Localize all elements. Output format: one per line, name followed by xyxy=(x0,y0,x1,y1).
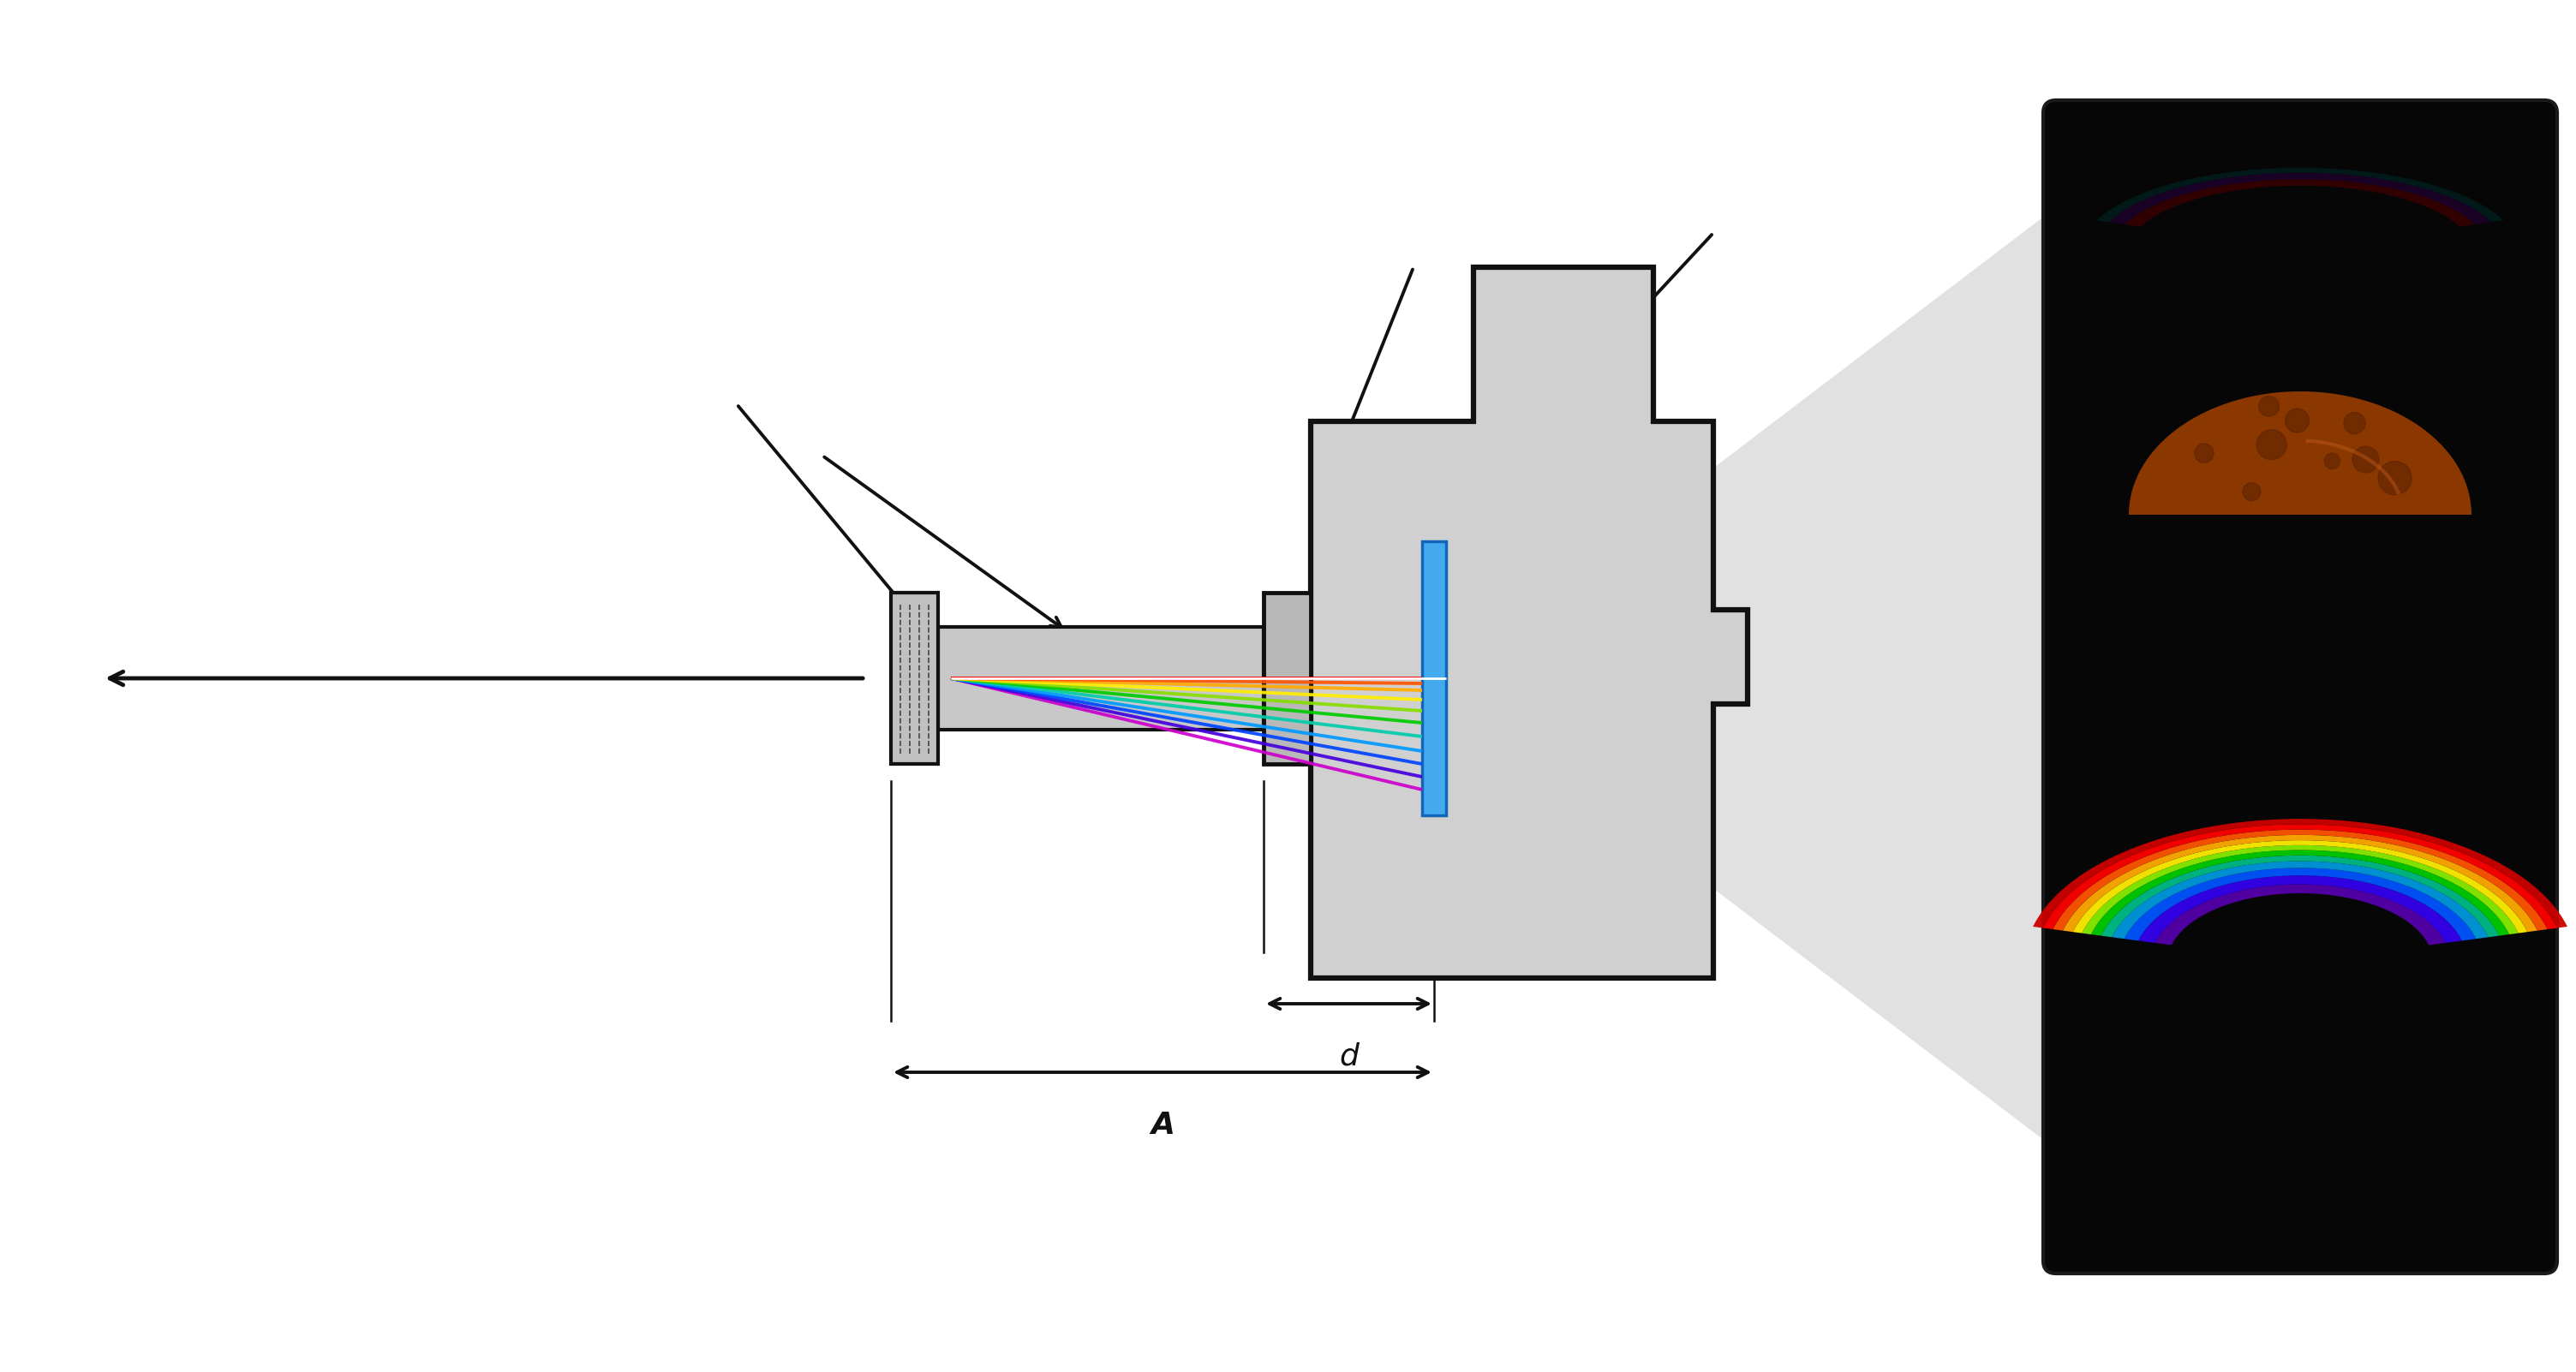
Polygon shape xyxy=(1445,207,2056,1150)
Bar xyxy=(1422,542,1445,815)
Circle shape xyxy=(2244,483,2262,501)
Text: A: A xyxy=(1151,1111,1175,1140)
Polygon shape xyxy=(2063,836,2537,932)
Polygon shape xyxy=(2110,173,2491,225)
Polygon shape xyxy=(2043,825,2558,929)
Polygon shape xyxy=(1265,593,1311,764)
Polygon shape xyxy=(2112,862,2488,938)
Polygon shape xyxy=(2074,840,2527,933)
Circle shape xyxy=(2324,453,2339,469)
Polygon shape xyxy=(2092,851,2509,936)
Text: x: x xyxy=(1558,719,1577,749)
Polygon shape xyxy=(2125,180,2476,226)
Polygon shape xyxy=(2125,868,2476,941)
Polygon shape xyxy=(2138,875,2463,943)
Circle shape xyxy=(2378,461,2411,495)
Circle shape xyxy=(2352,446,2378,473)
Polygon shape xyxy=(2032,819,2568,927)
Circle shape xyxy=(2257,429,2287,460)
Polygon shape xyxy=(2156,885,2445,945)
Polygon shape xyxy=(2102,855,2499,937)
Circle shape xyxy=(2344,413,2365,434)
Text: d: d xyxy=(1340,1043,1358,1072)
Polygon shape xyxy=(2081,845,2519,934)
FancyBboxPatch shape xyxy=(2043,100,2558,1273)
Polygon shape xyxy=(2128,391,2470,514)
Circle shape xyxy=(2285,409,2308,432)
Circle shape xyxy=(2259,397,2280,417)
Polygon shape xyxy=(2097,167,2504,222)
Polygon shape xyxy=(1311,268,1747,978)
Bar xyxy=(891,593,938,764)
Circle shape xyxy=(2195,443,2213,462)
Bar xyxy=(938,627,1265,730)
Polygon shape xyxy=(2053,830,2548,930)
